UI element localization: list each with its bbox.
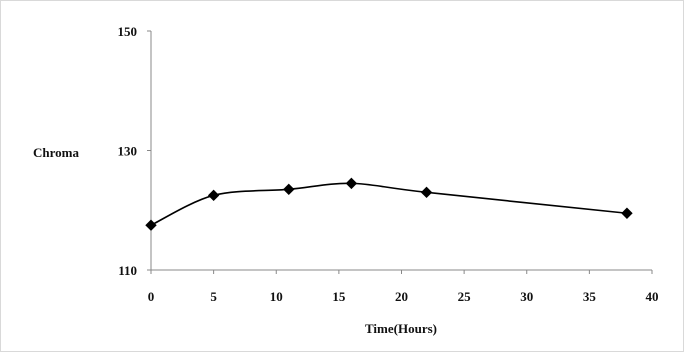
x-axis-label: Time(Hours) bbox=[365, 321, 437, 336]
y-tick-label: 130 bbox=[118, 144, 138, 159]
data-markers bbox=[145, 177, 633, 231]
x-tick-label: 25 bbox=[458, 289, 472, 304]
data-point-marker bbox=[207, 189, 220, 202]
y-axis-label: Chroma bbox=[33, 145, 79, 160]
data-point-marker bbox=[420, 186, 433, 199]
series-line bbox=[150, 182, 628, 226]
axes bbox=[147, 30, 653, 274]
y-tick-label: 150 bbox=[118, 24, 138, 39]
x-tick-label: 40 bbox=[646, 289, 659, 304]
x-tick-label: 20 bbox=[395, 289, 408, 304]
x-tick-label: 0 bbox=[148, 289, 155, 304]
tick-labels: 110 130 150 0 5 10 15 20 25 30 35 40 bbox=[118, 24, 659, 304]
x-tick-label: 10 bbox=[270, 289, 283, 304]
x-tick-label: 5 bbox=[210, 289, 217, 304]
y-tick-label: 110 bbox=[118, 263, 137, 278]
x-tick-label: 30 bbox=[520, 289, 533, 304]
x-tick-label: 35 bbox=[583, 289, 597, 304]
data-point-marker bbox=[145, 219, 157, 231]
data-point-marker bbox=[283, 183, 295, 196]
x-tick-label: 15 bbox=[332, 289, 346, 304]
data-point-marker bbox=[345, 177, 358, 190]
data-point-marker bbox=[621, 207, 633, 219]
